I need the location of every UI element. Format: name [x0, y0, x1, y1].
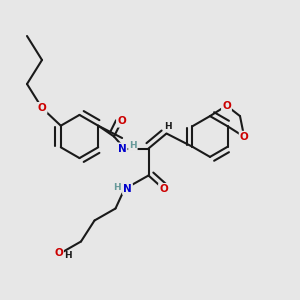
Text: N: N — [123, 184, 132, 194]
Text: O: O — [117, 116, 126, 127]
Text: O: O — [159, 184, 168, 194]
Text: N: N — [118, 143, 127, 154]
Text: O: O — [54, 248, 63, 259]
Text: H: H — [113, 183, 121, 192]
Text: O: O — [240, 132, 248, 142]
Text: O: O — [38, 103, 46, 113]
Text: H: H — [164, 122, 172, 131]
Text: H: H — [64, 250, 72, 260]
Text: O: O — [222, 100, 231, 111]
Text: H: H — [129, 141, 137, 150]
